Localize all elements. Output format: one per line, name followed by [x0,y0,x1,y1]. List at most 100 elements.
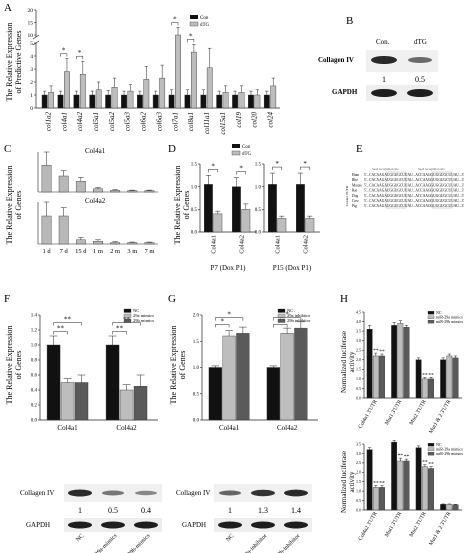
column-label: Con. [376,38,390,46]
legend-swatch [427,315,435,319]
bar-dtg [64,71,70,109]
y-tick-label: 0.4 [31,389,38,394]
bar [58,175,69,193]
panel-letter: G [168,293,176,305]
y-axis-label: Normalized luciferase activity [340,331,356,393]
significance-marker: ** [57,325,65,333]
significance-marker: * [62,47,66,55]
band-value: 0.5 [415,75,425,84]
legend-label: dTG [242,152,252,157]
bar-dtg [305,218,315,233]
seed-header: Seed recognition site [418,167,445,171]
significance-bracket [60,53,68,57]
category-label: col5a2 [108,112,116,132]
bar-con [105,94,112,109]
legend-swatch [123,308,132,313]
bar [127,190,138,193]
category-label: Col4a2 [277,424,298,432]
significance-marker: * [78,49,82,57]
significance-marker: * [275,160,279,168]
bar-series-2 [452,504,459,511]
bar-series-1 [421,466,428,511]
panel-g: G The Relative Expression of Genes 0.0 0.… [168,293,318,432]
significance-marker: ** [398,453,404,459]
species-label: Hum [352,173,359,177]
seed-header: Seed recognition site [372,167,399,171]
lane-label: 29a-inhibitor [242,533,268,553]
species-label: Rat [352,189,357,193]
significance-bracket [112,331,127,335]
y-tick-label: 1.5 [356,367,361,372]
y-tick-label: 2.0 [356,470,361,475]
category-label: col6a3 [155,112,163,132]
legend-swatch-dtg [231,150,241,156]
category-label: Col4a1 [275,235,282,254]
legend-label: NC [133,308,139,313]
category-label: col5a1 [92,112,100,131]
y-tick-label: 3.0 [356,338,361,343]
bar-series-2 [428,378,434,399]
y-tick-label: 0.0 [31,419,38,424]
western-blot-f: Collagen IV GAPDH 1 0.5 0.4 NC 29a-mimic… [20,484,162,553]
significance-marker: * [211,162,215,170]
panel-letter: D [168,143,176,155]
seed-box [431,171,453,209]
sequence: 5'...CACAAGAUGGUGCUUAU...ACCAAGGUGGUGCUU… [364,189,464,193]
panel-c: C The Relative Expression of Genes Col4a… [4,143,158,255]
legend-label: 29a mimics [133,313,154,318]
band-value: 1.3 [258,506,268,515]
bar-con [152,94,159,109]
bar-series-2 [403,327,410,399]
group-label: P7 (Dox P1) [210,264,246,272]
bar-series-2 [133,386,148,421]
y-tick-label: 0.0 [255,231,262,236]
lane-label: NC [225,533,235,543]
legend-label: dTG [200,23,210,28]
bar-series-1 [372,487,379,511]
panel-letter: B [346,15,353,27]
bar [75,181,86,193]
y-tick-label: 2.5 [356,460,361,465]
blot-band [284,521,308,529]
y-axis-label: Normalized luciferase activity [340,451,356,513]
lane-label: 29b-inhibitor [275,533,302,553]
y-tick-label: 5 [30,41,33,47]
significance-marker: * [227,311,231,319]
y-tick-label: 1.0 [193,366,200,371]
y-axis-label-line: of Predictive Genes [14,30,23,93]
legend-label: miR-29b mimics [436,319,463,324]
y-tick-label: 0 [30,106,33,112]
category-label: col6a2 [140,112,148,132]
y-tick-label: 1 [30,93,33,99]
y-tick-label: 1.5 [191,163,198,168]
y-tick-label: 0.5 [255,208,262,213]
western-blot-g: Collagen IV GAPDH 1 1.3 1.4 NC 29a-inhib… [176,484,312,553]
species-label: Dog [352,194,358,198]
y-axis-label: The Relative Expression of Genes [5,166,23,245]
bar-series-0 [391,441,398,511]
bar-series-1 [280,333,294,421]
significance-bracket [215,317,244,321]
blot-band [219,490,241,496]
bar-series-0 [105,344,120,421]
species-label: Pig [352,204,357,208]
bar-series-0 [266,367,280,421]
row-label: GAPDH [332,88,358,96]
row-label: Collagen IV [20,489,54,497]
bar [110,190,121,193]
sequence: 5'...CACAAGAUGGUGCUUAU...ACCAAGGUGGUGCUU… [364,204,464,208]
bar-dtg [277,218,287,233]
legend-swatch [277,308,286,313]
y-tick-label: 0.5 [356,386,361,391]
legend-swatch-con [190,15,198,19]
legend-label: Con [200,16,209,21]
bar-series-2 [294,327,308,421]
y-tick-label: 3.5 [356,328,361,333]
category-label: col15a1 [219,112,227,135]
significance-marker: * [239,165,243,173]
sequence: 5'...CACAAGAUGGUGCUUAU...ACCAAGGUGGUGCUU… [364,173,464,177]
bar-dtg [159,77,166,109]
y-tick-label: 1.2 [31,329,38,334]
significance-marker: ** [373,348,379,354]
category-label: Col4a1 [219,424,240,432]
